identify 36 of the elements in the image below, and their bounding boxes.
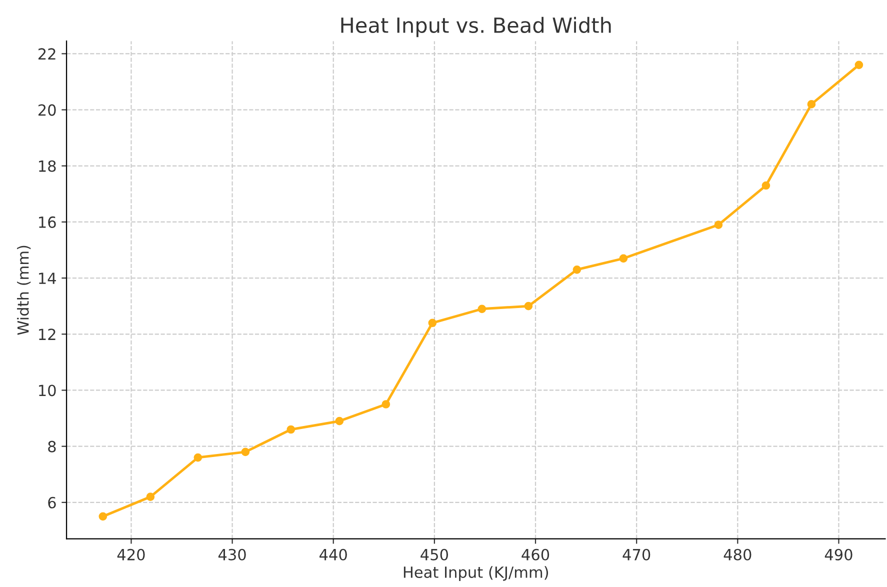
point bbox=[241, 448, 250, 456]
point bbox=[335, 416, 344, 426]
point bbox=[478, 304, 486, 314]
x-tick-label: 450 bbox=[420, 548, 448, 560]
x-tick-label: 430 bbox=[218, 548, 246, 560]
y-tick-label: 14 bbox=[39, 272, 56, 284]
x-tick-label: 470 bbox=[622, 548, 650, 560]
y-tick-label: 20 bbox=[38, 104, 56, 116]
y-tick-label: 12 bbox=[39, 328, 56, 340]
point bbox=[572, 265, 582, 274]
point bbox=[807, 100, 816, 108]
y-tick-label: 16 bbox=[39, 216, 56, 228]
point bbox=[286, 425, 296, 434]
chart-title: Heat Input vs. Bead Width bbox=[341, 16, 611, 38]
point bbox=[619, 254, 628, 263]
y-tick-label: 6 bbox=[48, 496, 56, 508]
point bbox=[854, 60, 864, 70]
y-tick-label: 8 bbox=[48, 440, 56, 452]
y-axis-title: Width (mm) bbox=[17, 246, 31, 335]
x-tick-label: 440 bbox=[320, 548, 347, 560]
x-tick-label: 480 bbox=[724, 548, 752, 560]
point bbox=[382, 400, 390, 408]
point bbox=[428, 318, 437, 328]
y-tick-label: 18 bbox=[39, 160, 56, 172]
point bbox=[194, 453, 202, 462]
point bbox=[762, 181, 770, 190]
point bbox=[98, 512, 108, 521]
point bbox=[714, 220, 723, 229]
point bbox=[524, 302, 533, 310]
point bbox=[146, 492, 155, 501]
x-tick-label: 490 bbox=[824, 548, 852, 560]
x-tick-label: 420 bbox=[117, 548, 145, 560]
x-tick-label: 460 bbox=[522, 548, 550, 560]
y-tick-label: 10 bbox=[39, 384, 56, 396]
x-axis-title: Heat Input (KJ/mm) bbox=[404, 566, 548, 581]
y-tick-label: 22 bbox=[38, 48, 56, 60]
